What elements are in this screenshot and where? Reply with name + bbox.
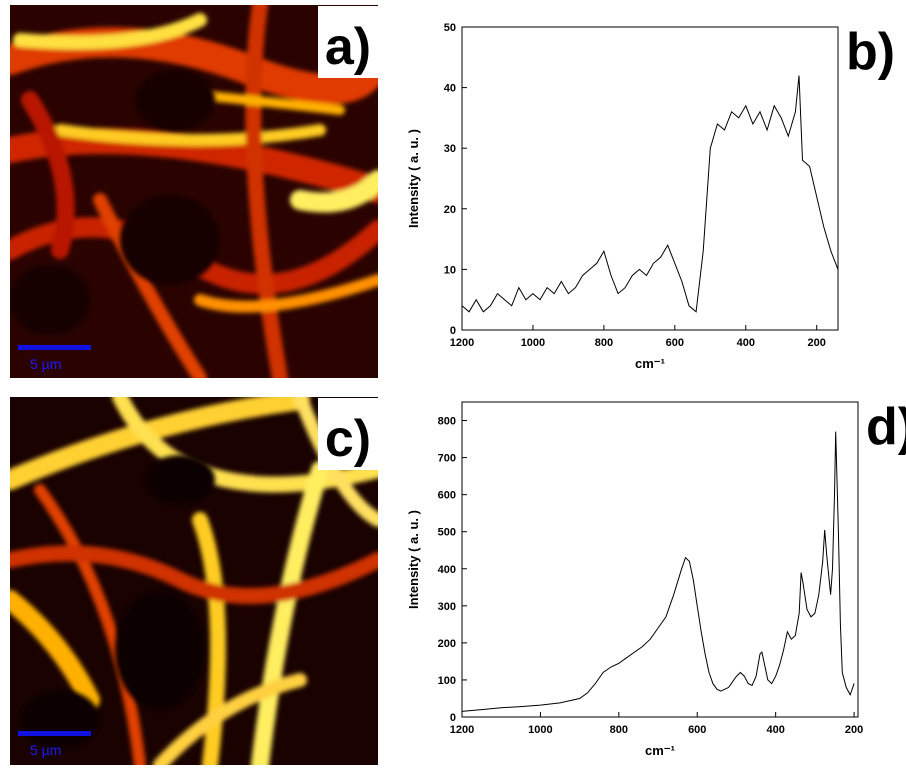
y-tick-label: 20 [444, 204, 456, 216]
panel-label: c) [325, 410, 371, 468]
heatmap-a [10, 5, 378, 378]
x-tick-label: 600 [688, 724, 706, 736]
y-tick-label: 600 [438, 490, 456, 502]
y-tick-label: 800 [438, 416, 456, 428]
scale-bar-label: 5 µm [30, 742, 61, 758]
x-tick-label: 1000 [521, 337, 545, 349]
plot-frame [461, 26, 839, 331]
y-tick-label: 50 [444, 22, 456, 34]
plot-frame [461, 401, 859, 718]
y-tick-label: 300 [438, 601, 456, 613]
y-tick-label: 700 [438, 453, 456, 465]
spectrum-line [461, 431, 855, 712]
x-tick-label: 1000 [528, 724, 552, 736]
label-box [318, 398, 378, 470]
spectrum-line [461, 75, 839, 313]
heatmap-c [10, 397, 378, 765]
x-tick-label: 400 [766, 724, 784, 736]
y-tick-label: 30 [444, 143, 456, 155]
x-tick-label: 800 [610, 724, 628, 736]
scale-bar [18, 345, 91, 350]
scale-bar-label: 5 µm [30, 356, 61, 372]
x-tick-label: 800 [595, 337, 613, 349]
y-tick-label: 500 [438, 527, 456, 539]
panel-label: d) [866, 398, 906, 456]
y-tick-label: 10 [444, 264, 456, 276]
panel-label: b) [846, 23, 895, 81]
x-tick-label: 600 [666, 337, 684, 349]
scale-bar [18, 731, 91, 736]
label-box [318, 6, 378, 78]
x-tick-label: 1200 [450, 337, 474, 349]
y-tick-label: 200 [438, 638, 456, 650]
x-tick-label: 400 [737, 337, 755, 349]
y-tick-label: 400 [438, 564, 456, 576]
x-tick-label: 1200 [450, 724, 474, 736]
y-tick-label: 40 [444, 83, 456, 95]
x-tick-label: 200 [808, 337, 826, 349]
y-axis-label: Intensity ( a. u. ) [406, 510, 421, 609]
y-tick-label: 100 [438, 675, 456, 687]
panel-label: a) [325, 18, 371, 76]
y-axis-label: Intensity ( a. u. ) [406, 129, 421, 228]
x-tick-label: 200 [845, 724, 863, 736]
y-tick-label: 0 [450, 325, 456, 337]
x-axis-label: cm⁻¹ [635, 356, 665, 371]
y-tick-label: 0 [450, 712, 456, 724]
x-axis-label: cm⁻¹ [645, 743, 675, 758]
